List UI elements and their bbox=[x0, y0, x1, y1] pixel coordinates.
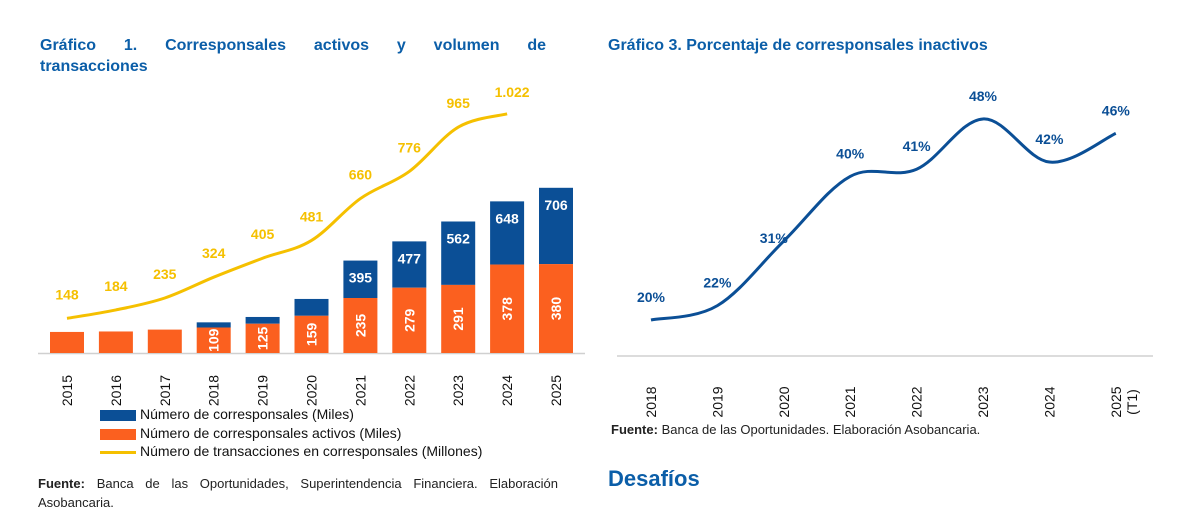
legend-swatch-active bbox=[100, 428, 136, 440]
bar-total-2022 bbox=[392, 241, 427, 288]
chart3-source: Fuente: Banca de las Oportunidades. Elab… bbox=[611, 420, 980, 439]
legend-swatch-total bbox=[100, 409, 136, 421]
bar-total-2025 bbox=[539, 187, 573, 265]
bar-active-label: 125 bbox=[255, 326, 271, 350]
chart1-title: Gráfico 1. Corresponsales activos y volu… bbox=[40, 35, 546, 77]
bar-total-2018 bbox=[196, 322, 231, 328]
bar-active-label: 109 bbox=[206, 328, 222, 352]
x-tick-label: 2020 bbox=[304, 375, 320, 406]
bar-active-2022 bbox=[392, 287, 427, 353]
bar-active-2018 bbox=[196, 327, 231, 353]
bar-active-2025 bbox=[539, 264, 573, 353]
legend-swatch-transactions bbox=[100, 450, 136, 454]
x-tick-label: 2024 bbox=[499, 375, 515, 406]
bar-active-label: 380 bbox=[548, 297, 564, 321]
bar-total-label: 648 bbox=[495, 210, 519, 226]
bar-total-label: 395 bbox=[349, 270, 373, 286]
data-label: 22% bbox=[703, 275, 732, 291]
source-text: Banca de las Oportunidades. Elaboración … bbox=[661, 422, 981, 437]
x-tick-label: 2018 bbox=[206, 375, 222, 406]
bar-active-label: 235 bbox=[352, 314, 368, 338]
bar-active-2019 bbox=[245, 323, 280, 353]
chart3-title: Gráfico 3. Porcentaje de corresponsales … bbox=[608, 37, 988, 54]
transactions-label: 405 bbox=[251, 226, 275, 242]
transactions-label: 481 bbox=[300, 208, 324, 224]
bar-active-label: 159 bbox=[304, 323, 320, 347]
bar-total-label: 706 bbox=[544, 197, 568, 213]
bar-total-2023 bbox=[441, 221, 476, 285]
source-label: Fuente: bbox=[38, 476, 85, 491]
x-tick-label: 2021 bbox=[352, 375, 368, 406]
transactions-line bbox=[66, 112, 508, 320]
source-label: Fuente: bbox=[611, 422, 658, 437]
x-tick-sublabel: (T1) bbox=[1124, 389, 1140, 415]
transactions-label: 660 bbox=[349, 167, 373, 183]
chart1-source: Fuente: Banca de las Oportunidades, Supe… bbox=[38, 474, 558, 512]
bar-active-2016 bbox=[98, 331, 133, 353]
data-label: 42% bbox=[1035, 131, 1064, 147]
x-tick-label: 2022 bbox=[401, 375, 417, 406]
bar-total-2024 bbox=[490, 201, 525, 265]
x-tick-label: 2016 bbox=[108, 375, 124, 406]
bar-active-2020 bbox=[294, 315, 329, 353]
x-tick-label: 2021 bbox=[842, 386, 858, 417]
bar-active-label: 378 bbox=[499, 297, 515, 321]
legend-label-transactions: Número de transacciones en corresponsale… bbox=[140, 443, 483, 459]
source-text: Banca de las Oportunidades, Superintende… bbox=[38, 476, 558, 510]
legend-label-active: Número de corresponsales activos (Miles) bbox=[140, 425, 402, 441]
bar-active-2015 bbox=[50, 331, 84, 353]
data-label: 20% bbox=[637, 289, 666, 305]
bar-total-label: 477 bbox=[398, 250, 422, 266]
chart1-title-line2: transacciones bbox=[40, 58, 148, 75]
bar-active-label: 279 bbox=[401, 308, 417, 332]
transactions-label: 324 bbox=[202, 245, 226, 261]
data-label: 31% bbox=[760, 230, 789, 246]
data-label: 48% bbox=[969, 88, 998, 104]
x-tick-label: 2019 bbox=[709, 386, 725, 417]
transactions-label: 235 bbox=[153, 266, 177, 282]
x-tick-label: 2023 bbox=[975, 386, 991, 417]
bar-active-2017 bbox=[147, 329, 182, 353]
legend-item-active: Número de corresponsales activos (Miles) bbox=[100, 425, 401, 441]
chart1-title-line1: Gráfico 1. Corresponsales activos y volu… bbox=[40, 37, 546, 54]
x-tick-label: 2024 bbox=[1041, 386, 1057, 417]
transactions-label: 776 bbox=[398, 139, 422, 155]
x-tick-label: 2020 bbox=[776, 386, 792, 417]
legend-label-total: Número de corresponsales (Miles) bbox=[140, 406, 354, 422]
data-label: 41% bbox=[903, 138, 932, 154]
bar-active-2023 bbox=[441, 284, 476, 353]
x-tick-label: 2018 bbox=[643, 386, 659, 417]
bar-active-2021 bbox=[343, 298, 378, 353]
section-heading: Desafíos bbox=[608, 466, 700, 491]
x-tick-label: 2017 bbox=[157, 375, 173, 406]
inactive-line bbox=[650, 117, 1117, 322]
transactions-label: 1.022 bbox=[495, 84, 530, 100]
bar-active-2024 bbox=[490, 264, 525, 353]
bar-active-label: 291 bbox=[450, 307, 466, 331]
x-tick-label: 2022 bbox=[909, 386, 925, 417]
legend-item-total: Número de corresponsales (Miles) bbox=[100, 406, 354, 422]
x-tick-label: 2025 bbox=[1108, 386, 1124, 417]
bar-total-2019 bbox=[245, 316, 280, 324]
x-tick-label: 2025 bbox=[548, 375, 564, 406]
data-label: 40% bbox=[836, 145, 865, 161]
transactions-label: 965 bbox=[447, 95, 471, 111]
transactions-label: 148 bbox=[55, 286, 79, 302]
x-tick-label: 2019 bbox=[255, 375, 271, 406]
bar-total-label: 562 bbox=[447, 230, 471, 246]
transactions-label: 184 bbox=[104, 278, 128, 294]
bar-total-2021 bbox=[343, 260, 378, 299]
x-tick-label: 2023 bbox=[450, 375, 466, 406]
legend-item-transactions: Número de transacciones en corresponsale… bbox=[100, 443, 482, 459]
data-label: 46% bbox=[1102, 102, 1131, 118]
bar-total-2020 bbox=[294, 298, 329, 316]
x-tick-label: 2015 bbox=[59, 375, 75, 406]
